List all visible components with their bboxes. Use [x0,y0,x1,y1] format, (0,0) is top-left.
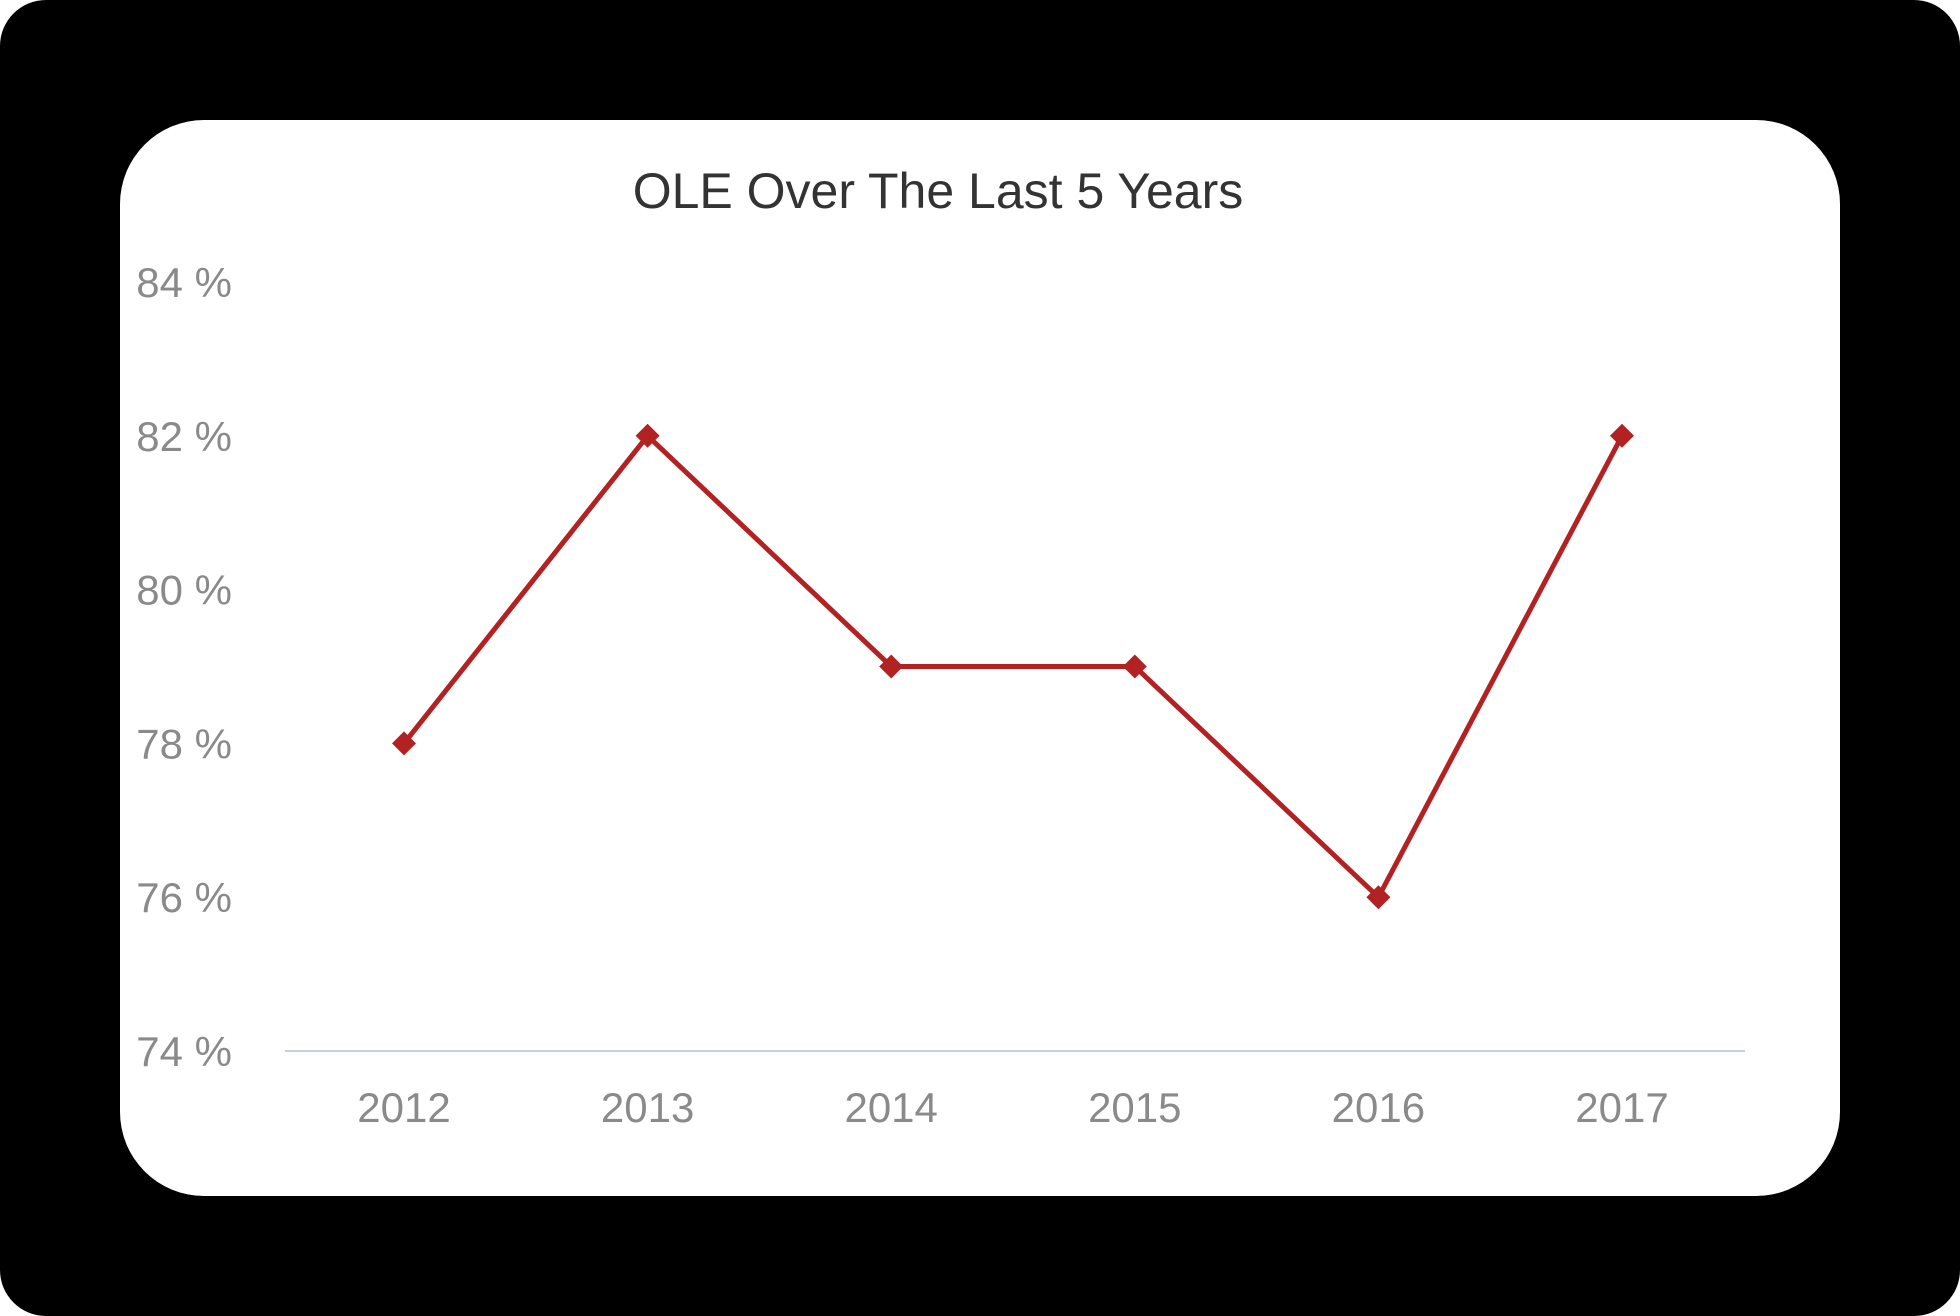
y-tick-label: 74 % [136,1028,232,1075]
data-point-marker [392,731,416,756]
y-tick-label: 84 % [136,259,232,306]
y-tick-label: 80 % [136,567,232,614]
series-line [402,433,1625,900]
y-tick-label: 78 % [136,720,232,767]
y-tick-label: 76 % [136,874,232,921]
data-point-marker [879,654,904,679]
data-point-marker [1610,423,1634,448]
data-point-marker [1366,885,1391,910]
chart-title: OLE Over The Last 5 Years [633,163,1244,219]
chart-card [120,120,1840,1196]
x-axis-ticks: 2012 2013 2014 2015 2016 2017 [357,1084,1668,1131]
y-axis-ticks: 74 % 76 % 78 % 80 % 82 % 84 % [136,259,232,1075]
x-tick-label: 2015 [1088,1084,1181,1131]
data-point-marker [635,423,660,448]
x-tick-label: 2017 [1575,1084,1668,1131]
data-point-marker [1122,654,1147,679]
series-group [392,423,1634,910]
x-tick-label: 2014 [844,1084,937,1131]
x-tick-label: 2012 [357,1084,450,1131]
x-tick-label: 2016 [1332,1084,1425,1131]
y-tick-label: 82 % [136,413,232,460]
x-tick-label: 2013 [601,1084,694,1131]
